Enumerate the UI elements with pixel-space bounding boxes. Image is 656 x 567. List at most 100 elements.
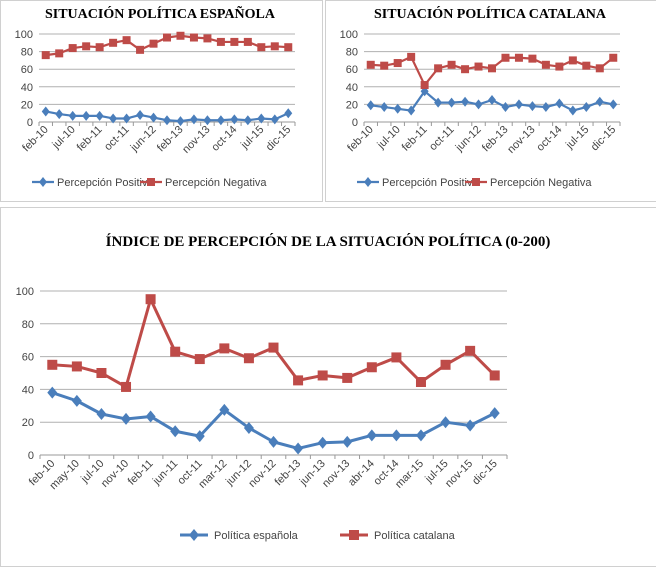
data-point-square [230, 37, 239, 46]
data-point-diamond [595, 96, 604, 107]
data-point-diamond [82, 110, 91, 121]
data-point-square [407, 52, 416, 61]
y-tick-label: 20 [346, 99, 358, 111]
x-tick-label: dic-15 [264, 124, 294, 154]
data-point-diamond [541, 102, 550, 113]
data-point-square [203, 34, 212, 43]
y-tick-label: 0 [28, 450, 34, 462]
x-tick-label: feb-13 [480, 124, 511, 155]
data-point-diamond [317, 436, 328, 449]
data-point-diamond [243, 115, 252, 126]
data-point-square [270, 42, 279, 51]
data-point-square [595, 64, 604, 73]
chart-title: ÍNDICE DE PERCEPCIÓN DE LA SITUACIÓN POL… [106, 233, 551, 250]
data-point-diamond [149, 112, 158, 123]
x-tick-label: jul-15 [563, 124, 591, 152]
data-point-square [317, 370, 328, 381]
x-tick-label: nov-15 [443, 458, 475, 490]
data-point-square [342, 372, 353, 383]
data-point-square [489, 370, 500, 381]
data-point-square [149, 39, 158, 48]
data-point-diamond [136, 109, 145, 120]
data-point-diamond [230, 114, 239, 125]
data-point-square [41, 51, 50, 60]
data-point-diamond [243, 421, 254, 434]
data-point-square [391, 352, 402, 363]
legend-marker [39, 177, 47, 187]
data-point-diamond [293, 442, 304, 455]
x-tick-label: feb-10 [20, 124, 51, 155]
data-point-diamond [47, 386, 58, 399]
data-point-square [55, 49, 64, 58]
data-point-square [163, 33, 171, 42]
data-point-diamond [489, 407, 500, 420]
data-point-diamond [71, 394, 82, 407]
y-tick-label: 20 [22, 417, 34, 429]
data-point-square [68, 44, 77, 53]
data-point-square [440, 359, 451, 370]
y-tick-label: 100 [15, 29, 33, 41]
data-point-diamond [393, 103, 402, 114]
y-tick-label: 60 [346, 64, 358, 76]
x-tick-label: nov-13 [180, 124, 212, 156]
data-point-square [366, 362, 377, 373]
chart-2: ÍNDICE DE PERCEPCIÓN DE LA SITUACIÓN POL… [16, 233, 551, 542]
data-point-square [488, 64, 496, 73]
data-point-diamond [609, 99, 618, 110]
data-point-diamond [170, 425, 181, 438]
data-point-square [461, 65, 470, 74]
data-point-diamond [440, 416, 451, 429]
data-point-diamond [555, 98, 564, 109]
data-point-diamond [194, 430, 205, 443]
data-point-diamond [568, 105, 577, 116]
data-point-square [568, 56, 577, 65]
chart-1: SITUACIÓN POLÍTICA CATALANA 0 20 40 60 80 100 f… [340, 5, 621, 189]
data-point-square [541, 60, 550, 69]
data-point-diamond [434, 97, 443, 108]
x-tick-label: feb-11 [126, 458, 156, 488]
x-tick-label: feb-13 [155, 124, 186, 155]
data-point-diamond [501, 102, 510, 113]
data-point-diamond [122, 113, 131, 124]
data-point-diamond [465, 419, 476, 432]
data-point-square [216, 37, 225, 46]
data-point-square [555, 62, 564, 71]
y-tick-label: 40 [21, 82, 33, 94]
data-point-square [501, 53, 510, 62]
data-point-square [380, 61, 389, 70]
legend-marker [349, 530, 359, 540]
data-point-square [176, 31, 185, 40]
x-tick-label: nov-12 [246, 458, 278, 490]
x-tick-label: oct-14 [209, 124, 239, 154]
x-tick-label: nov-10 [99, 458, 131, 490]
y-tick-label: 100 [340, 29, 358, 41]
data-point-diamond [268, 435, 279, 448]
data-point-square [420, 81, 429, 90]
data-point-square [194, 354, 205, 365]
y-tick-label: 0 [352, 117, 358, 129]
x-tick-label: jun-12 [128, 124, 159, 155]
y-tick-label: 60 [22, 352, 34, 364]
chart-panel-index [0, 207, 656, 567]
data-point-diamond [514, 99, 523, 110]
data-point-square [243, 37, 252, 46]
data-point-diamond [407, 105, 416, 116]
x-tick-label: dic-15 [589, 124, 619, 154]
data-point-diamond [216, 115, 225, 126]
data-point-diamond [109, 113, 118, 124]
data-point-diamond [96, 408, 107, 420]
data-point-square [393, 59, 402, 68]
data-point-diamond [176, 116, 185, 127]
y-tick-label: 100 [16, 286, 34, 298]
legend-label: Percepción Positiva [57, 177, 154, 189]
y-tick-label: 80 [22, 319, 34, 331]
data-point-diamond [342, 435, 353, 448]
chart-title: SITUACIÓN POLÍTICA CATALANA [374, 5, 607, 22]
legend-label: Percepción Positiva [382, 177, 479, 189]
data-point-square [109, 38, 118, 47]
x-tick-label: abr-14 [346, 458, 377, 489]
data-point-square [415, 377, 426, 388]
x-tick-label: feb-11 [75, 124, 105, 154]
x-tick-label: jul-15 [238, 124, 266, 152]
data-point-square [447, 60, 456, 69]
